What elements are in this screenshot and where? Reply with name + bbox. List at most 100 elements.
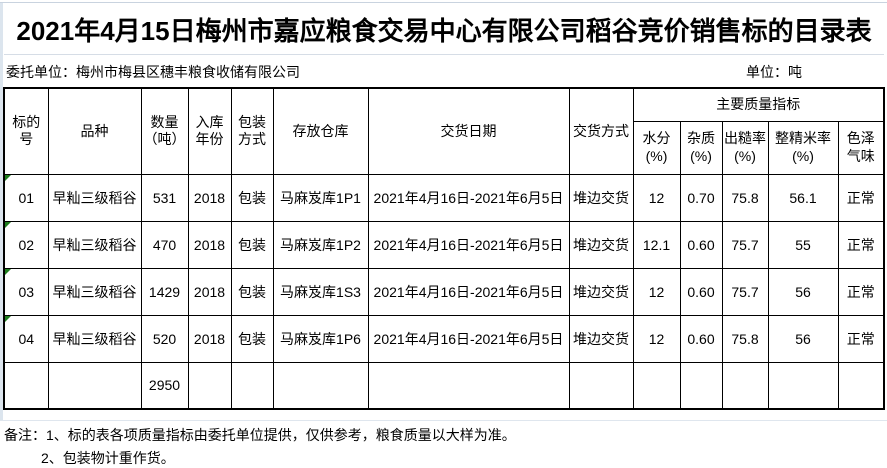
page-title: 2021年4月15日梅州市嘉应粮食交易中心有限公司稻谷竞价销售标的目录表 — [4, 4, 884, 55]
cell-delivery-method: 堆边交货 — [568, 314, 634, 363]
cell-moisture: 12.1 — [632, 220, 681, 269]
cell-color-odor: 正常 — [837, 267, 885, 316]
cell-impurity: 0.70 — [679, 173, 723, 222]
excel-flag-triangle — [5, 222, 11, 228]
cell-storage-year: 2018 — [187, 220, 232, 269]
cell-delivery-date: 2021年4月16日-2021年6月5日 — [367, 314, 570, 363]
cell-bid-no: 04 — [3, 314, 49, 363]
cell-warehouse: 马麻岌库1P1 — [272, 173, 369, 222]
header-packaging: 包装 方式 — [230, 87, 274, 175]
cell-empty — [837, 361, 885, 410]
notes-gridline — [0, 420, 887, 421]
cell-head-rice-rate: 55 — [767, 220, 839, 269]
cell-brown-rice-rate: 75.8 — [721, 314, 769, 363]
unit-label: 单位：吨 — [746, 63, 802, 80]
cell-variety: 早籼三级稻谷 — [47, 220, 142, 269]
cell-head-rice-rate: 56 — [767, 267, 839, 316]
cell-quantity: 1429 — [140, 267, 189, 316]
bid-no-text: 02 — [18, 236, 35, 253]
header-row-top: 标的号 品种 数量 （吨） 入库 年份 包装 方式 存放仓库 交货日期 交货方式… — [3, 87, 885, 175]
cell-bid-no: 01 — [3, 173, 49, 222]
header-moisture: 水分 (%) — [632, 120, 681, 175]
header-delivery-method: 交货方式 — [568, 87, 634, 175]
table-row: 02 早籼三级稻谷 470 2018 包装 马麻岌库1P2 2021年4月16日… — [3, 220, 885, 269]
cell-empty — [230, 361, 274, 410]
cell-storage-year: 2018 — [187, 267, 232, 316]
cell-empty — [767, 361, 839, 410]
cell-packaging: 包装 — [230, 220, 274, 269]
table-row: 03 早籼三级稻谷 1429 2018 包装 马麻岌库1S3 2021年4月16… — [3, 267, 885, 316]
notes-section: 备注：1、标的表各项质量指标由委托单位提供，仅供参考，粮食质量以大样为准。 2、… — [4, 424, 884, 468]
cell-warehouse: 马麻岌库1P2 — [272, 220, 369, 269]
cell-quantity: 470 — [140, 220, 189, 269]
cell-empty — [632, 361, 681, 410]
cell-brown-rice-rate: 75.7 — [721, 220, 769, 269]
cell-color-odor: 正常 — [837, 314, 885, 363]
cell-delivery-date: 2021年4月16日-2021年6月5日 — [367, 267, 570, 316]
cell-impurity: 0.60 — [679, 314, 723, 363]
table-row: 01 早籼三级稻谷 531 2018 包装 马麻岌库1P1 2021年4月16日… — [3, 173, 885, 222]
top-gridline — [0, 2, 887, 3]
cell-packaging: 包装 — [230, 267, 274, 316]
cell-bid-no: 02 — [3, 220, 49, 269]
cell-empty — [3, 361, 49, 410]
cell-brown-rice-rate: 75.7 — [721, 267, 769, 316]
cell-empty — [568, 361, 634, 410]
excel-flag-triangle — [5, 175, 11, 181]
cell-impurity: 0.60 — [679, 220, 723, 269]
cell-brown-rice-rate: 75.8 — [721, 173, 769, 222]
cell-storage-year: 2018 — [187, 314, 232, 363]
cell-empty — [272, 361, 369, 410]
cell-delivery-method: 堆边交货 — [568, 173, 634, 222]
cell-warehouse: 马麻岌库1P6 — [272, 314, 369, 363]
header-variety: 品种 — [47, 87, 142, 175]
cell-delivery-method: 堆边交货 — [568, 267, 634, 316]
table-row: 04 早籼三级稻谷 520 2018 包装 马麻岌库1P6 2021年4月16日… — [3, 314, 885, 363]
cell-variety: 早籼三级稻谷 — [47, 314, 142, 363]
cell-storage-year: 2018 — [187, 173, 232, 222]
cell-quantity: 520 — [140, 314, 189, 363]
excel-flag-triangle — [5, 269, 11, 275]
header-brown-rice-rate: 出糙率 (%) — [721, 120, 769, 175]
excel-flag-triangle — [5, 316, 11, 322]
header-head-rice-rate: 整精米率 (%) — [767, 120, 839, 175]
header-quantity: 数量 （吨） — [140, 87, 189, 175]
entrust-unit-label: 委托单位：梅州市梅县区穗丰粮食收储有限公司 — [6, 63, 300, 80]
cell-head-rice-rate: 56.1 — [767, 173, 839, 222]
catalog-table: 标的号 品种 数量 （吨） 入库 年份 包装 方式 存放仓库 交货日期 交货方式… — [3, 87, 885, 410]
header-row-bottom: 水分 (%) 杂质 (%) 出糙率 (%) 整精米率 (%) 色泽 气味 — [4, 120, 885, 175]
cell-empty — [679, 361, 723, 410]
cell-empty — [187, 361, 232, 410]
cell-delivery-date: 2021年4月16日-2021年6月5日 — [367, 220, 570, 269]
cell-warehouse: 马麻岌库1S3 — [272, 267, 369, 316]
cell-variety: 早籼三级稻谷 — [47, 267, 142, 316]
header-impurity: 杂质 (%) — [679, 120, 723, 175]
cell-impurity: 0.60 — [679, 267, 723, 316]
cell-total-quantity: 2950 — [140, 361, 189, 410]
total-row: 2950 — [3, 361, 885, 410]
cell-color-odor: 正常 — [837, 173, 885, 222]
cell-delivery-date: 2021年4月16日-2021年6月5日 — [367, 173, 570, 222]
header-color-odor: 色泽 气味 — [837, 120, 885, 175]
cell-head-rice-rate: 56 — [767, 314, 839, 363]
cell-quantity: 531 — [140, 173, 189, 222]
header-delivery-date: 交货日期 — [367, 87, 570, 175]
header-quality-group: 主要质量指标 — [632, 87, 885, 122]
cell-delivery-method: 堆边交货 — [568, 220, 634, 269]
cell-moisture: 12 — [632, 314, 681, 363]
header-warehouse: 存放仓库 — [272, 87, 369, 175]
bid-no-text: 03 — [18, 283, 35, 300]
cell-bid-no: 03 — [3, 267, 49, 316]
cell-moisture: 12 — [632, 173, 681, 222]
header-storage-year: 入库 年份 — [187, 87, 232, 175]
left-gridline — [0, 3, 3, 420]
note-line-2: 2、包装物计重作货。 — [41, 450, 175, 466]
cell-moisture: 12 — [632, 267, 681, 316]
cell-color-odor: 正常 — [837, 220, 885, 269]
note-line-1: 备注：1、标的表各项质量指标由委托单位提供，仅供参考，粮食质量以大样为准。 — [4, 427, 516, 443]
cell-packaging: 包装 — [230, 314, 274, 363]
cell-empty — [47, 361, 142, 410]
cell-variety: 早籼三级稻谷 — [47, 173, 142, 222]
meta-row: 委托单位：梅州市梅县区穗丰粮食收储有限公司 单位：吨 — [4, 56, 884, 87]
